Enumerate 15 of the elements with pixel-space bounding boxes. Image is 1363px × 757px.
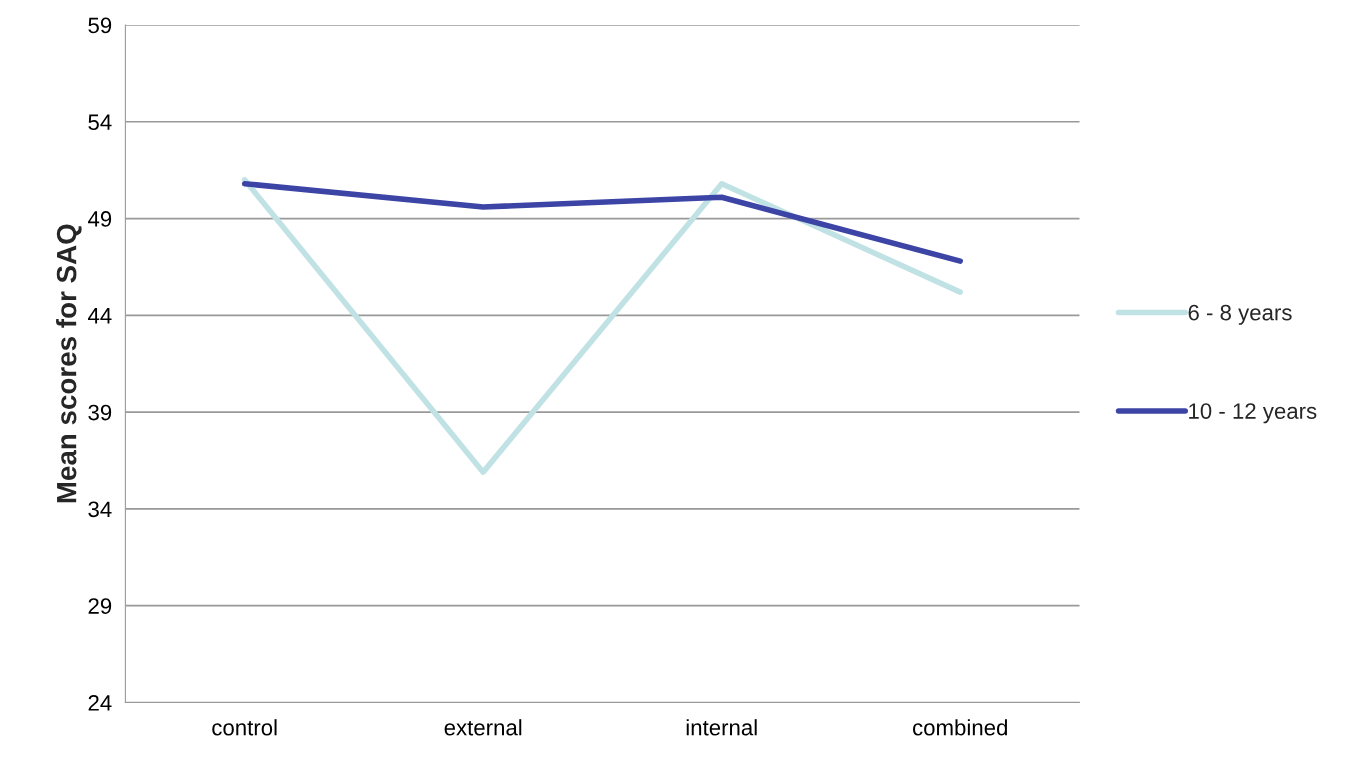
y-tick-label: 54 <box>88 114 112 131</box>
y-axis-title: Mean scores for SAQ <box>56 224 82 503</box>
y-tick-label: 34 <box>88 501 112 518</box>
y-tick-label: 39 <box>88 404 112 421</box>
legend-label: 10 - 12 years <box>1189 403 1317 424</box>
x-tick-label: internal <box>686 719 757 736</box>
y-tick-label: 44 <box>88 308 112 324</box>
y-tick-label: 29 <box>88 598 112 614</box>
y-tick-label: 24 <box>88 695 112 711</box>
y-tick-label: 49 <box>88 211 112 227</box>
y-tick-label: 59 <box>88 17 112 34</box>
x-tick-label: external <box>444 719 522 736</box>
legend-label: 6 - 8 years <box>1188 304 1292 325</box>
x-tick-label: control <box>212 719 277 736</box>
x-tick-label: combined <box>913 719 1007 736</box>
